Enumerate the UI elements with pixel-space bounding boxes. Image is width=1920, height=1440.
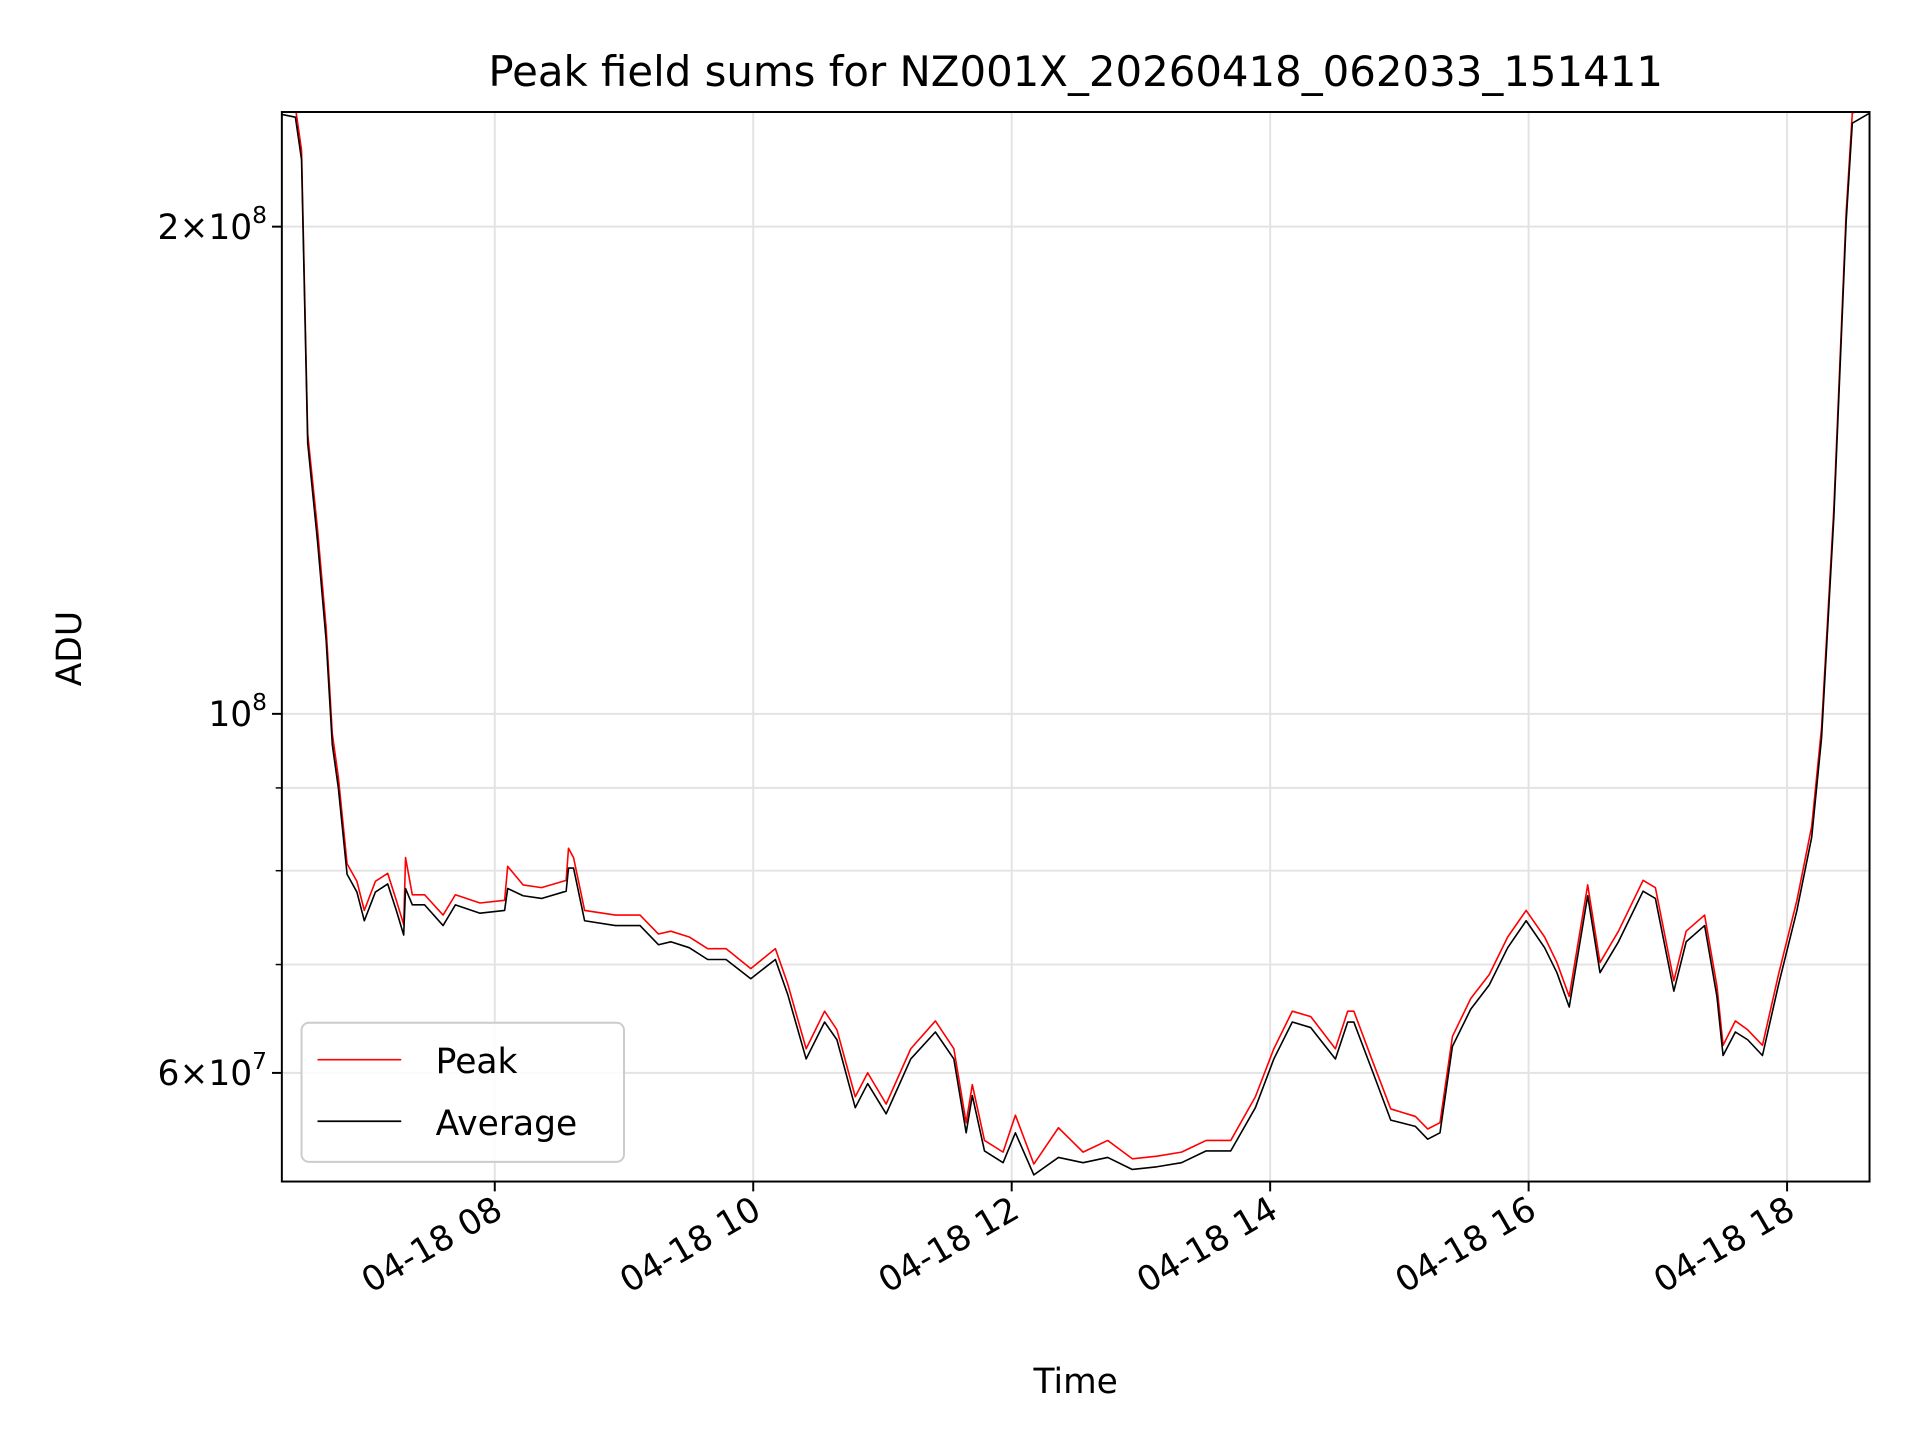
plot-frame xyxy=(280,111,1871,1183)
y-tick-label: 6×107 xyxy=(158,1047,268,1094)
y-axis: 2×108 108 6×107 xyxy=(158,201,282,1094)
series-line-average xyxy=(281,112,1870,1176)
y-axis-label: ADU xyxy=(50,611,90,686)
legend: Peak Average xyxy=(300,1021,625,1163)
series-line-peak xyxy=(295,112,1857,1165)
y-tick-label: 108 xyxy=(208,688,267,735)
legend-peak-label: Peak xyxy=(436,1042,518,1082)
y-tick-label: 2×108 xyxy=(158,201,268,248)
chart-title: Peak field sums for NZ001X_20260418_0620… xyxy=(488,47,1663,96)
legend-average-label: Average xyxy=(436,1104,577,1144)
x-axis-label: Time xyxy=(1033,1362,1118,1402)
legend-box xyxy=(300,1021,625,1163)
plot-lines xyxy=(281,112,1870,1176)
